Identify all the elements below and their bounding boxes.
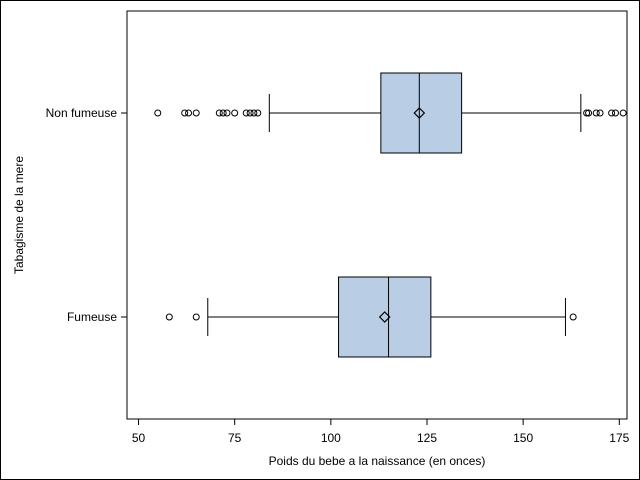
mean-marker bbox=[378, 311, 391, 323]
outlier-point bbox=[592, 109, 600, 117]
category-label: Non fumeuse bbox=[46, 106, 118, 120]
outlier-point bbox=[154, 109, 162, 117]
outlier-point bbox=[250, 109, 258, 117]
outlier-point bbox=[181, 109, 189, 117]
outlier-point bbox=[223, 109, 231, 117]
outlier-point bbox=[585, 109, 593, 117]
outlier-point bbox=[231, 109, 239, 117]
outlier-point bbox=[611, 109, 619, 117]
iqr-box bbox=[380, 72, 463, 154]
plot-area bbox=[126, 10, 628, 420]
x-tick-label: 50 bbox=[132, 431, 146, 445]
iqr-box bbox=[338, 276, 432, 358]
x-tick-label: 125 bbox=[417, 431, 437, 445]
outlier-point bbox=[254, 109, 262, 117]
outlier-point bbox=[569, 313, 577, 321]
outlier-point bbox=[165, 313, 173, 321]
box-group bbox=[165, 276, 577, 358]
x-tick-label: 175 bbox=[609, 431, 629, 445]
outlier-point bbox=[608, 109, 616, 117]
outlier-point bbox=[242, 109, 250, 117]
outlier-point bbox=[215, 109, 223, 117]
y-axis-label: Tabagisme de la mere bbox=[12, 156, 26, 274]
mean-marker bbox=[413, 107, 426, 119]
outlier-point bbox=[219, 109, 227, 117]
y-axis: Non fumeuse Fumeuse bbox=[46, 106, 127, 324]
x-tick-label: 100 bbox=[321, 431, 341, 445]
outlier-point bbox=[192, 313, 200, 321]
x-axis: 50 75 100 125 150 175 bbox=[132, 419, 630, 445]
x-axis-label: Poids du bebe a la naissance (en onces) bbox=[269, 454, 486, 468]
box-group bbox=[154, 72, 627, 154]
outlier-point bbox=[596, 109, 604, 117]
outlier-point bbox=[246, 109, 254, 117]
category-label: Fumeuse bbox=[67, 310, 117, 324]
outlier-point bbox=[192, 109, 200, 117]
outlier-point bbox=[619, 109, 627, 117]
outlier-point bbox=[185, 109, 193, 117]
outlier-point bbox=[583, 109, 591, 117]
x-tick-label: 75 bbox=[228, 431, 242, 445]
x-tick-label: 150 bbox=[513, 431, 533, 445]
boxes bbox=[154, 72, 627, 358]
